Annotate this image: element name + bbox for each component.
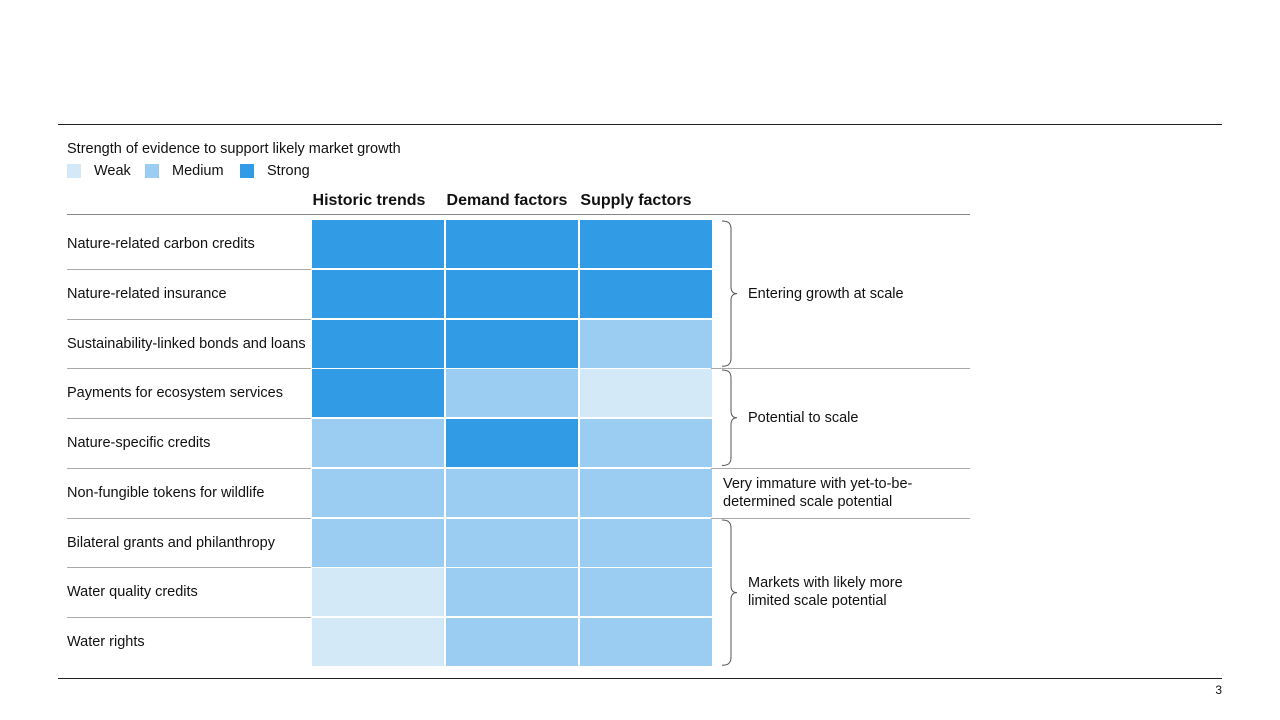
legend-label-strong: Strong: [267, 163, 310, 179]
col-header-historic-trends: Historic trends: [312, 192, 426, 209]
row-label: Nature-specific credits: [67, 435, 211, 451]
heatmap-cell: [446, 320, 578, 368]
group-label: Entering growth at scale: [748, 285, 904, 303]
group-label-line: Potential to scale: [748, 410, 859, 426]
heatmap-cell: [312, 270, 444, 318]
heatmap-cell: [446, 519, 578, 567]
group-brace: [721, 519, 738, 666]
group-label-line: determined scale potential: [723, 493, 893, 510]
row-label: Sustainability-linked bonds and loans: [67, 335, 306, 352]
heatmap-cell: [312, 519, 444, 567]
heatmap-cell: [312, 469, 444, 517]
legend-item-weak: Weak: [67, 163, 131, 179]
heatmap-cell: [446, 369, 578, 417]
row-label: Water rights: [67, 634, 145, 650]
row-separator: [67, 518, 311, 519]
group-separator: [711, 468, 970, 469]
row-label: Payments for ecosystem services: [67, 385, 283, 402]
row-label: Nature-related insurance: [67, 285, 227, 302]
row-separator: [67, 368, 311, 369]
bottom-rule: [58, 678, 1222, 679]
heatmap-cell: [446, 469, 578, 517]
row-separator: [67, 567, 311, 568]
heatmap-cell: [446, 270, 578, 318]
heatmap-cell: [312, 220, 444, 268]
heatmap-cell: [312, 369, 444, 417]
row-label: Water quality credits: [67, 584, 198, 601]
col-header-demand-factors: Demand factors: [446, 192, 568, 209]
row-separator: [67, 269, 311, 270]
row-separator: [67, 418, 311, 419]
group-label-line: Markets with likely more: [748, 575, 903, 592]
legend-swatch-strong: [240, 164, 254, 178]
group-label: Very immature with yet-to-be-determined …: [723, 475, 912, 511]
row-label: Non-fungible tokens for wildlife: [67, 484, 265, 501]
legend-item-medium: Medium: [145, 163, 224, 179]
row-label: Bilateral grants and philanthropy: [67, 534, 275, 551]
heatmap-cell: [312, 419, 444, 467]
heatmap-cell: [446, 618, 578, 666]
group-label-line: limited scale potential: [748, 593, 887, 610]
legend-title: Strength of evidence to support likely m…: [67, 141, 401, 157]
heatmap-cell: [312, 618, 444, 666]
heatmap-cell: [446, 568, 578, 616]
legend-item-strong: Strong: [240, 163, 310, 179]
heatmap-cell: [580, 419, 712, 467]
group-separator: [711, 518, 970, 519]
row-separator: [67, 617, 311, 618]
group-separator: [711, 368, 970, 369]
row-label: Nature-related carbon credits: [67, 236, 255, 252]
heatmap-cell: [580, 270, 712, 318]
heatmap-cell: [580, 618, 712, 666]
legend-swatch-weak: [67, 164, 81, 178]
group-brace: [721, 369, 738, 467]
legend-label-medium: Medium: [172, 163, 224, 179]
heatmap-cell: [580, 469, 712, 517]
row-separator: [67, 319, 311, 320]
heatmap-cell: [446, 220, 578, 268]
heatmap-cell: [446, 419, 578, 467]
group-label: Potential to scale: [748, 409, 858, 427]
group-label: Markets with likely more limited scale po…: [748, 574, 903, 610]
top-rule: [58, 124, 1222, 125]
col-header-supply-factors: Supply factors: [580, 192, 692, 209]
heatmap-cell: [312, 320, 444, 368]
page-number: 3: [1215, 683, 1222, 697]
heatmap-cell: [580, 320, 712, 368]
heatmap-cell: [580, 220, 712, 268]
legend-label-weak: Weak: [94, 163, 131, 179]
heatmap-cell: [580, 568, 712, 616]
group-brace: [721, 220, 738, 367]
group-label-line: Very immature with yet-to-be-: [723, 475, 913, 492]
legend-swatch-medium: [145, 164, 159, 178]
header-rule: [67, 214, 970, 215]
row-separator: [67, 468, 311, 469]
heatmap-cell: [580, 369, 712, 417]
heatmap-cell: [312, 568, 444, 616]
heatmap-cell: [580, 519, 712, 567]
group-label-line: Entering growth at scale: [748, 285, 904, 302]
